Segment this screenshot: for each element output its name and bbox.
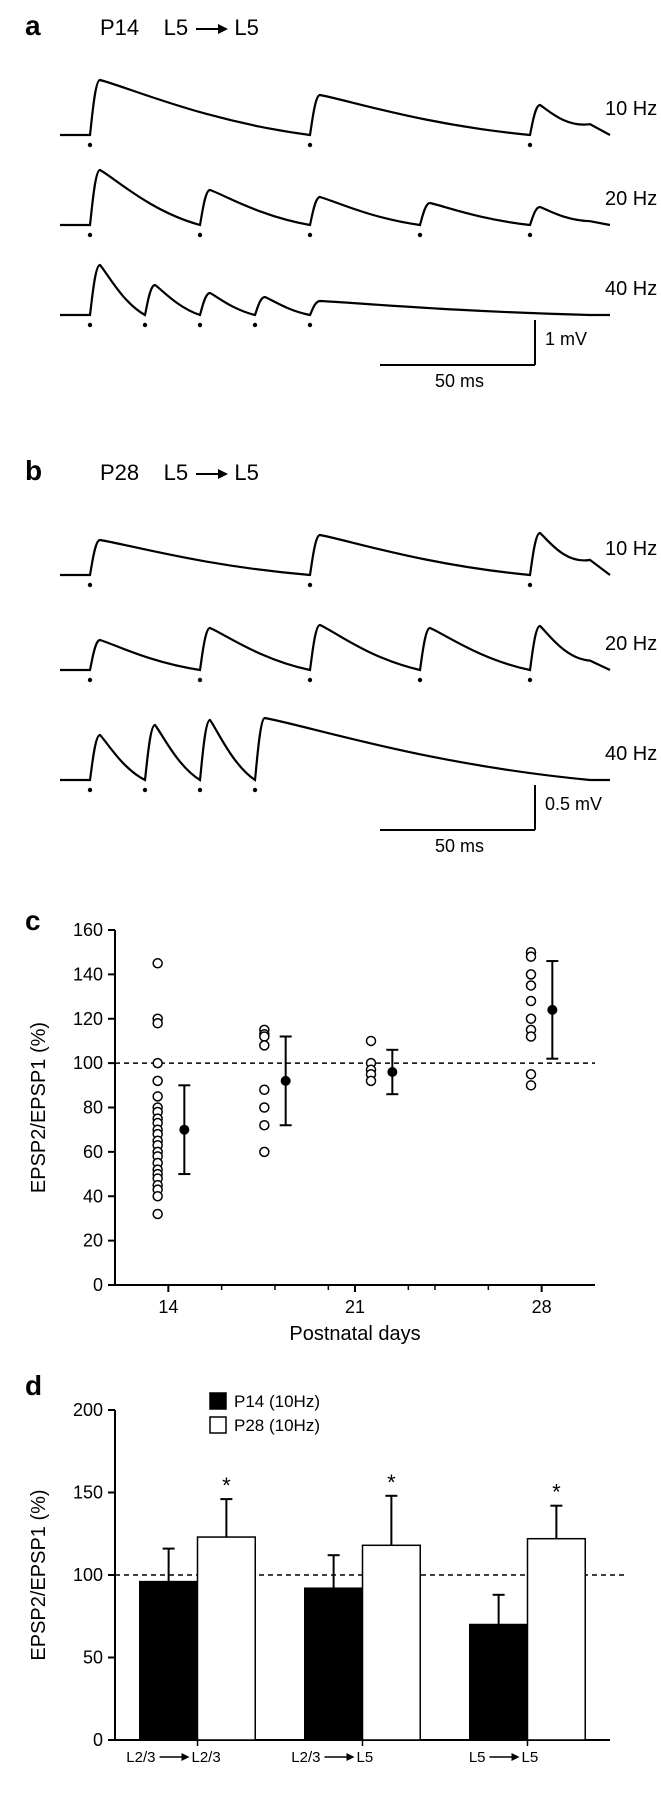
svg-text:50 ms: 50 ms xyxy=(435,836,484,856)
svg-text:L5: L5 xyxy=(357,1749,374,1766)
svg-text:20: 20 xyxy=(83,1231,103,1251)
traces-b: 10 Hz 20 Hz 40 Hz 0.5 mV 50 ms xyxy=(0,490,661,890)
panel-a: a P14 L5 L5 10 Hz 20 Hz 40 Hz 1 mV 50 ms xyxy=(0,0,661,430)
svg-text:50: 50 xyxy=(83,1648,103,1668)
svg-text:20 Hz: 20 Hz xyxy=(605,188,657,210)
panel-a-age: P14 xyxy=(100,15,139,40)
svg-text:10 Hz: 10 Hz xyxy=(605,98,657,120)
svg-text:*: * xyxy=(387,1470,396,1495)
bar-d: 0 50 100 150 200 P14 (10Hz) P28 (10Hz) * L2/3 L2/… xyxy=(0,1370,661,1800)
svg-text:0: 0 xyxy=(93,1730,103,1750)
svg-text:40 Hz: 40 Hz xyxy=(605,743,657,765)
panel-a-to: L5 xyxy=(234,15,258,40)
svg-text:EPSP2/EPSP1 (%): EPSP2/EPSP1 (%) xyxy=(28,1022,50,1193)
panel-b-age: P28 xyxy=(100,460,139,485)
svg-text:160: 160 xyxy=(73,920,103,940)
svg-text:L2/3: L2/3 xyxy=(126,1749,155,1766)
svg-text:21: 21 xyxy=(345,1297,365,1317)
traces-a: 10 Hz 20 Hz 40 Hz 1 mV 50 ms xyxy=(0,45,661,435)
panel-b: b P28 L5 L5 10 Hz 20 Hz 40 Hz 0.5 mV 50 ms xyxy=(0,450,661,890)
svg-text:20 Hz: 20 Hz xyxy=(605,633,657,655)
svg-text:100: 100 xyxy=(73,1053,103,1073)
svg-text:L2/3: L2/3 xyxy=(192,1749,221,1766)
svg-text:*: * xyxy=(552,1480,561,1505)
panel-b-title: P28 L5 L5 xyxy=(100,460,259,486)
svg-text:100: 100 xyxy=(73,1565,103,1585)
svg-text:50 ms: 50 ms xyxy=(435,371,484,391)
svg-text:P28 (10Hz): P28 (10Hz) xyxy=(234,1416,320,1435)
svg-text:40: 40 xyxy=(83,1186,103,1206)
svg-text:EPSP2/EPSP1 (%): EPSP2/EPSP1 (%) xyxy=(28,1489,50,1660)
svg-text:80: 80 xyxy=(83,1098,103,1118)
svg-text:L5: L5 xyxy=(469,1749,486,1766)
svg-text:1 mV: 1 mV xyxy=(545,329,587,349)
svg-text:60: 60 xyxy=(83,1142,103,1162)
svg-text:14: 14 xyxy=(158,1297,178,1317)
panel-a-from: L5 xyxy=(164,15,188,40)
svg-text:10 Hz: 10 Hz xyxy=(605,538,657,560)
scatter-c: 0 20 40 60 80 100 120 140 160 14 21 28 Postnatal day… xyxy=(0,905,661,1355)
svg-text:L5: L5 xyxy=(522,1749,539,1766)
panel-b-label: b xyxy=(25,455,42,487)
svg-text:40 Hz: 40 Hz xyxy=(605,278,657,300)
arrow-icon xyxy=(194,468,228,480)
svg-text:P14 (10Hz): P14 (10Hz) xyxy=(234,1392,320,1411)
panel-a-label: a xyxy=(25,10,41,42)
panel-b-from: L5 xyxy=(164,460,188,485)
svg-text:0: 0 xyxy=(93,1275,103,1295)
svg-text:*: * xyxy=(222,1473,231,1498)
panel-a-title: P14 L5 L5 xyxy=(100,15,259,41)
svg-text:0.5 mV: 0.5 mV xyxy=(545,794,602,814)
panel-d: d 050100150200P14 (10Hz)P28 (10Hz)*L2/3L… xyxy=(0,1370,661,1800)
svg-text:150: 150 xyxy=(73,1483,103,1503)
svg-text:L2/3: L2/3 xyxy=(291,1749,320,1766)
panel-b-to: L5 xyxy=(234,460,258,485)
svg-text:120: 120 xyxy=(73,1009,103,1029)
svg-text:200: 200 xyxy=(73,1400,103,1420)
panel-c: c 020406080100120140160142128Postnatal d… xyxy=(0,905,661,1355)
svg-text:28: 28 xyxy=(532,1297,552,1317)
svg-text:Postnatal days: Postnatal days xyxy=(289,1323,420,1345)
svg-text:140: 140 xyxy=(73,964,103,984)
arrow-icon xyxy=(194,23,228,35)
